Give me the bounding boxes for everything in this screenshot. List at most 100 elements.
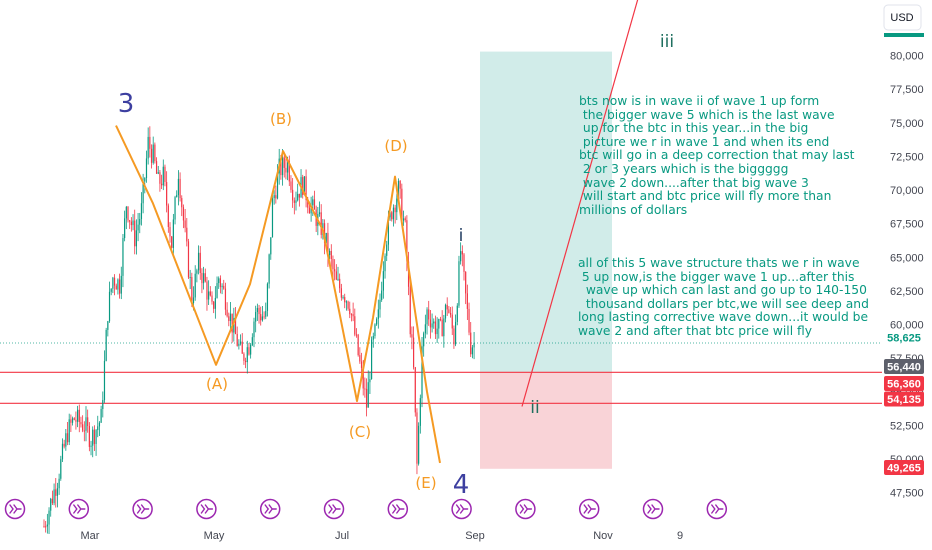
candle-body [113, 277, 116, 286]
candle-body [255, 311, 257, 322]
event-icon[interactable] [68, 498, 90, 520]
candle-body [223, 285, 225, 289]
wave-label-1: 3 [118, 89, 135, 119]
candle [337, 266, 339, 282]
candle [258, 304, 260, 324]
time-axis: Mar May Jul Sep Nov 9 [81, 530, 684, 542]
candle [471, 345, 473, 359]
candle [350, 313, 353, 322]
candle-body [219, 278, 221, 288]
y-tick-label: 67,500 [890, 219, 924, 231]
candle-body [196, 270, 198, 274]
event-icon[interactable] [515, 498, 536, 520]
candle-body [105, 329, 107, 361]
candle-body [71, 418, 74, 423]
event-icon[interactable] [259, 498, 281, 520]
candle [115, 283, 117, 290]
event-icon-ring [132, 498, 153, 520]
event-icon-arrows [136, 504, 150, 514]
candle-body [93, 429, 95, 444]
event-icon[interactable] [196, 498, 217, 520]
candle [453, 325, 455, 349]
candle-body [214, 297, 216, 309]
candle [275, 185, 277, 204]
wave-label-2: (A) [206, 375, 228, 393]
candle [266, 282, 269, 317]
candle [194, 265, 196, 301]
event-icon-arrows [73, 504, 86, 514]
candle-body [285, 167, 287, 173]
candle-body [88, 426, 90, 447]
candle [55, 478, 57, 508]
candle [219, 275, 221, 294]
event-icon[interactable] [706, 498, 728, 520]
candle-body [182, 207, 185, 221]
candle-body [280, 158, 282, 176]
candle-body [50, 498, 52, 511]
event-icon[interactable] [4, 498, 26, 520]
candle [100, 405, 102, 423]
candle [253, 317, 255, 348]
candle-body [310, 205, 312, 214]
candle [392, 204, 395, 227]
candle [61, 438, 64, 463]
candle [226, 302, 228, 318]
event-icon-arrows [9, 504, 22, 514]
candle [340, 283, 342, 301]
candle-body [451, 314, 453, 329]
candle-body [371, 339, 373, 380]
event-icon[interactable] [451, 498, 472, 520]
candle [162, 159, 164, 191]
candle-body [273, 195, 275, 199]
event-icon[interactable] [642, 498, 664, 520]
price-tag-text: 49,265 [887, 463, 921, 475]
candle-body [369, 379, 371, 383]
wave-label-5: (D) [384, 137, 407, 155]
candle [60, 455, 62, 481]
candle-body [387, 217, 389, 245]
event-icon[interactable] [323, 498, 345, 520]
candle-body [367, 382, 369, 408]
event-icon-arrows [200, 504, 214, 514]
candle-body [155, 161, 158, 174]
candle-body [70, 419, 72, 423]
candle-body [418, 425, 420, 464]
event-icon[interactable] [132, 498, 153, 520]
candle-body [147, 136, 149, 159]
event-icon[interactable] [578, 498, 600, 520]
event-icon-ring [196, 498, 217, 520]
candle [134, 209, 136, 255]
candle-body [297, 193, 299, 201]
candle [112, 276, 114, 294]
candle [125, 205, 127, 230]
candle [223, 279, 225, 290]
candle [456, 303, 458, 326]
candle [330, 244, 332, 269]
candle [246, 340, 248, 374]
event-icon-ring [515, 498, 536, 520]
y-tick-label: 60,000 [890, 319, 924, 331]
candle-body [236, 333, 238, 346]
candle [441, 310, 443, 337]
currency-button[interactable]: USD [890, 12, 913, 24]
candle [45, 520, 47, 533]
candle [243, 352, 245, 365]
candle-body [228, 316, 230, 321]
candle-body [352, 314, 354, 317]
event-icon[interactable] [387, 498, 409, 520]
candle [465, 271, 467, 305]
event-icon-arrows [392, 504, 405, 514]
candle [381, 281, 383, 302]
candle [273, 189, 275, 205]
candle-body [372, 336, 374, 340]
candle [236, 326, 238, 347]
candle [75, 411, 77, 430]
candle-body [288, 160, 290, 182]
candle [169, 222, 171, 243]
event-icon-ring [4, 498, 26, 520]
candle-body [265, 310, 267, 317]
candle-body [248, 347, 250, 355]
candle-body [172, 219, 174, 248]
candle [460, 242, 462, 265]
